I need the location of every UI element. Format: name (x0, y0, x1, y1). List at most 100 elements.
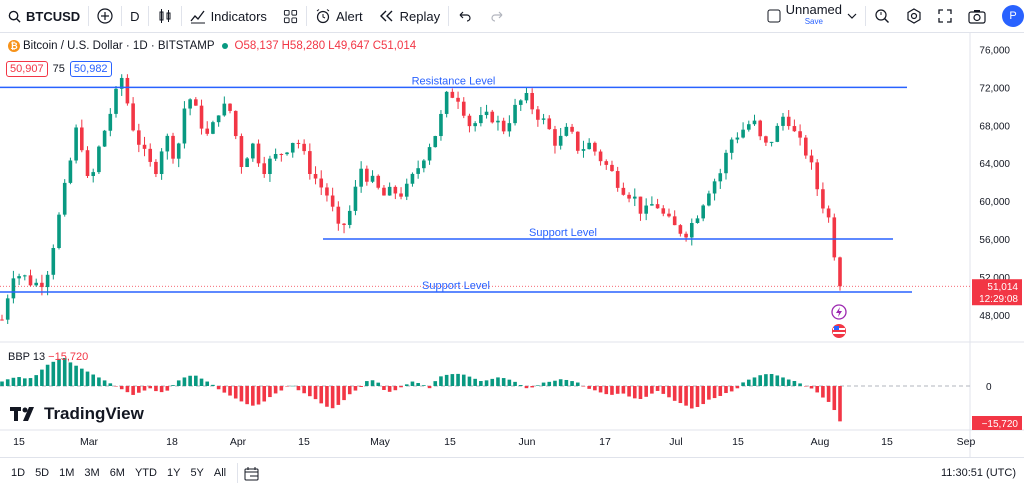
settings-button[interactable] (898, 0, 930, 32)
sell-price-button[interactable]: 50,907 (6, 61, 48, 77)
candle (701, 204, 705, 222)
bbp-bar (416, 383, 420, 386)
bbp-bar (165, 386, 170, 391)
snapshot-button[interactable] (960, 0, 994, 32)
alert-button[interactable]: Alert (307, 0, 371, 32)
symbol-search[interactable]: BTCUSD (0, 0, 88, 32)
chart-type-button[interactable] (149, 0, 181, 32)
candle (85, 146, 90, 179)
replay-button[interactable]: Replay (371, 0, 448, 32)
price-chart[interactable]: 48,000 52,000 56,000 60,000 64,000 68,000 72,0… (0, 32, 1024, 457)
bbp-bar (655, 386, 660, 391)
candle (735, 132, 740, 144)
range-1m[interactable]: 1M (59, 467, 75, 479)
candle (148, 143, 153, 167)
bbp-bar (11, 377, 16, 386)
bbp-bar (325, 386, 329, 407)
bbp-bar (536, 385, 540, 386)
symbol-name: BTCUSD (26, 8, 81, 24)
candle (80, 119, 84, 153)
range-1d[interactable]: 1D (11, 467, 26, 479)
candle (256, 139, 261, 167)
fullscreen-icon (938, 9, 952, 23)
time-tick-label: 15 (732, 436, 744, 448)
candle (501, 117, 506, 135)
redo-button[interactable] (481, 0, 513, 32)
candle (296, 139, 301, 149)
candle (313, 166, 318, 185)
bbp-bar (615, 386, 620, 394)
candle (0, 314, 4, 321)
alert-label: Alert (335, 8, 363, 24)
us-flag-event-icon[interactable] (832, 324, 846, 338)
candle (285, 151, 289, 156)
range-5y[interactable]: 5Y (190, 467, 204, 479)
layout-menu[interactable]: Unnamed Save (759, 0, 865, 32)
candle (536, 106, 540, 127)
range-5d[interactable]: 5D (35, 467, 50, 479)
level-line[interactable]: Support Level (0, 280, 912, 293)
templates-button[interactable] (275, 0, 306, 32)
candle (165, 133, 170, 160)
level-lines[interactable]: Resistance Level Support Level Support Lev… (0, 75, 912, 293)
indicators-button[interactable]: Indicators (182, 0, 275, 32)
bbp-bar (838, 386, 842, 422)
candle (741, 122, 745, 139)
level-line[interactable]: Resistance Level (0, 75, 907, 89)
event-markers[interactable] (831, 304, 847, 338)
bbp-bar (399, 386, 403, 388)
range-all[interactable]: All (213, 467, 227, 479)
candle (433, 135, 438, 148)
utc-clock[interactable]: 11:30:51 (UTC) (941, 467, 1016, 479)
date-range-button[interactable] (244, 466, 260, 481)
chevron-down-icon (847, 13, 857, 19)
bitcoin-logo-icon: ₿ (8, 40, 20, 52)
candle (23, 274, 27, 281)
lightning-event-icon[interactable] (831, 304, 847, 320)
bbp-bar (85, 371, 90, 386)
fullscreen-button[interactable] (930, 0, 960, 32)
bbp-value-label: −15,720 (972, 416, 1022, 430)
bbp-zero-label: 0 (986, 382, 992, 393)
bbp-bar (313, 386, 318, 400)
bottom-toolbar: 1D 5D 1M 3M 6M YTD 1Y 5Y All 11:30:51 (UTC) (0, 457, 1024, 488)
bbp-bar (707, 386, 711, 400)
buy-price-button[interactable]: 50,982 (69, 61, 112, 77)
bbp-bar (501, 378, 506, 386)
range-1y[interactable]: 1Y (166, 467, 181, 479)
bbp-bar (593, 386, 597, 391)
candle (689, 218, 694, 246)
range-6m[interactable]: 6M (109, 467, 125, 479)
compare-button[interactable] (89, 0, 121, 32)
undo-button[interactable] (449, 0, 481, 32)
bbp-bar (724, 386, 728, 394)
bbp-bar (803, 386, 808, 387)
bbp-bar (798, 383, 802, 386)
candle (803, 135, 808, 159)
bbp-bar (330, 386, 335, 409)
profile-button[interactable]: P (994, 0, 1024, 32)
candle (251, 142, 255, 162)
interval-button[interactable]: D (122, 0, 147, 32)
candle (159, 148, 164, 180)
camera-icon (968, 9, 986, 24)
bbp-bar (125, 386, 130, 393)
quick-search-button[interactable] (866, 0, 898, 32)
bbp-bar (222, 386, 227, 393)
time-tick-label: 15 (881, 436, 893, 448)
bbp-bar (148, 386, 153, 389)
range-3m[interactable]: 3M (84, 467, 100, 479)
candle (108, 108, 113, 137)
candle (439, 110, 443, 141)
level-line[interactable]: Support Level (323, 227, 893, 240)
candles-icon (159, 9, 171, 23)
bbp-bar (296, 386, 301, 391)
range-ytd[interactable]: YTD (134, 467, 157, 479)
candle (370, 170, 375, 184)
time-tick-label: 15 (13, 436, 25, 448)
bbp-bar (541, 382, 546, 386)
candle (786, 110, 791, 130)
candle (422, 159, 426, 173)
candle (97, 145, 101, 175)
tradingview-logo[interactable]: TradingView (10, 404, 144, 424)
